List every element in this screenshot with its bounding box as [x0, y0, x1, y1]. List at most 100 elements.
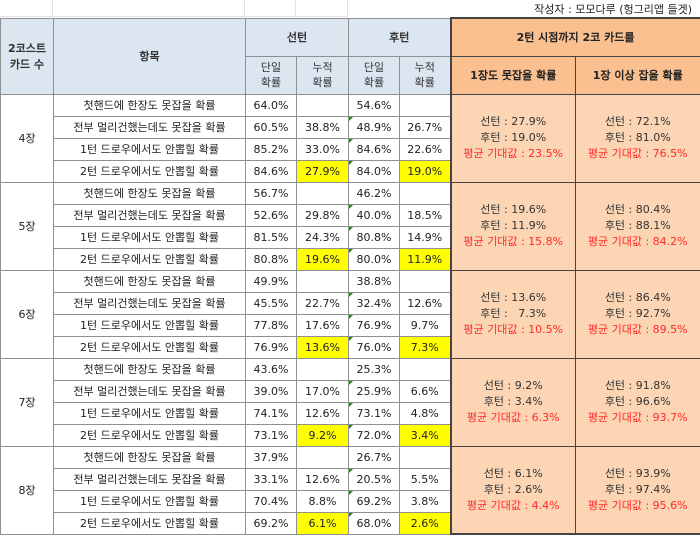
- header-second-turn[interactable]: 후턴: [348, 17, 451, 57]
- grid-cell[interactable]: [245, 0, 296, 17]
- first-cumulative-prob[interactable]: 22.7%: [296, 291, 349, 315]
- summary-get-one[interactable]: 선턴 : 80.4% 후턴 : 88.1% 평균 기대값 : 84.2%: [574, 181, 700, 271]
- second-single-prob[interactable]: 38.8%: [348, 269, 400, 293]
- item-label[interactable]: 2턴 드로우에서도 안뽑힐 확률: [53, 247, 246, 271]
- item-label[interactable]: 전부 멀리건했는데도 못잡을 확률: [53, 379, 246, 403]
- first-single-prob[interactable]: 33.1%: [245, 467, 297, 491]
- first-cumulative-prob[interactable]: 19.6%: [296, 247, 349, 271]
- second-single-prob[interactable]: 25.9%: [348, 379, 400, 403]
- second-single-prob[interactable]: 76.0%: [348, 335, 400, 359]
- header-card-count[interactable]: 2코스트 카드 수: [0, 17, 54, 95]
- second-single-prob[interactable]: 20.5%: [348, 467, 400, 491]
- second-single-prob[interactable]: 84.0%: [348, 159, 400, 183]
- first-single-prob[interactable]: 45.5%: [245, 291, 297, 315]
- second-single-prob[interactable]: 54.6%: [348, 93, 400, 117]
- first-cumulative-prob[interactable]: 12.6%: [296, 467, 349, 491]
- second-single-prob[interactable]: 68.0%: [348, 511, 400, 535]
- second-cumulative-prob[interactable]: 4.8%: [399, 401, 451, 425]
- first-single-prob[interactable]: 60.5%: [245, 115, 297, 139]
- group-card-count[interactable]: 6장: [0, 269, 54, 359]
- second-single-prob[interactable]: 26.7%: [348, 445, 400, 469]
- item-label[interactable]: 1턴 드로우에서도 안뽑힐 확률: [53, 225, 246, 249]
- first-cumulative-prob[interactable]: [296, 357, 349, 381]
- second-single-prob[interactable]: 76.9%: [348, 313, 400, 337]
- first-cumulative-prob[interactable]: 17.0%: [296, 379, 349, 403]
- second-cumulative-prob[interactable]: [399, 445, 451, 469]
- second-single-prob[interactable]: 32.4%: [348, 291, 400, 315]
- first-single-prob[interactable]: 76.9%: [245, 335, 297, 359]
- first-single-prob[interactable]: 69.2%: [245, 511, 297, 535]
- first-single-prob[interactable]: 49.9%: [245, 269, 297, 293]
- first-cumulative-prob[interactable]: [296, 181, 349, 205]
- second-cumulative-prob[interactable]: 19.0%: [399, 159, 451, 183]
- group-card-count[interactable]: 8장: [0, 445, 54, 535]
- item-label[interactable]: 2턴 드로우에서도 안뽑힐 확률: [53, 511, 246, 535]
- second-cumulative-prob[interactable]: [399, 181, 451, 205]
- item-label[interactable]: 전부 멀리건했는데도 못잡을 확률: [53, 467, 246, 491]
- first-cumulative-prob[interactable]: [296, 93, 349, 117]
- second-cumulative-prob[interactable]: 12.6%: [399, 291, 451, 315]
- second-cumulative-prob[interactable]: 26.7%: [399, 115, 451, 139]
- second-single-prob[interactable]: 46.2%: [348, 181, 400, 205]
- summary-miss-all[interactable]: 선턴 : 9.2% 후턴 : 3.4% 평균 기대값 : 6.3%: [449, 357, 576, 447]
- header-first-single[interactable]: 단일 확률: [245, 55, 297, 95]
- first-cumulative-prob[interactable]: 6.1%: [296, 511, 349, 535]
- header-first-turn[interactable]: 선턴: [245, 17, 349, 57]
- header-second-single[interactable]: 단일 확률: [348, 55, 400, 95]
- second-cumulative-prob[interactable]: 22.6%: [399, 137, 451, 161]
- second-cumulative-prob[interactable]: 6.6%: [399, 379, 451, 403]
- grid-cell[interactable]: [0, 0, 53, 17]
- first-cumulative-prob[interactable]: 8.8%: [296, 489, 349, 513]
- summary-miss-all[interactable]: 선턴 : 13.6% 후턴 : 7.3% 평균 기대값 : 10.5%: [449, 269, 576, 359]
- second-cumulative-prob[interactable]: 3.8%: [399, 489, 451, 513]
- item-label[interactable]: 2턴 드로우에서도 안뽑힐 확률: [53, 159, 246, 183]
- first-single-prob[interactable]: 52.6%: [245, 203, 297, 227]
- item-label[interactable]: 첫핸드에 한장도 못잡을 확률: [53, 445, 246, 469]
- item-label[interactable]: 전부 멀리건했는데도 못잡을 확률: [53, 115, 246, 139]
- first-single-prob[interactable]: 77.8%: [245, 313, 297, 337]
- first-single-prob[interactable]: 80.8%: [245, 247, 297, 271]
- first-single-prob[interactable]: 84.6%: [245, 159, 297, 183]
- second-single-prob[interactable]: 40.0%: [348, 203, 400, 227]
- item-label[interactable]: 전부 멀리건했는데도 못잡을 확률: [53, 291, 246, 315]
- first-single-prob[interactable]: 81.5%: [245, 225, 297, 249]
- first-cumulative-prob[interactable]: 29.8%: [296, 203, 349, 227]
- header-summary-title[interactable]: 2턴 시점까지 2코 카드를: [449, 17, 700, 57]
- second-single-prob[interactable]: 84.6%: [348, 137, 400, 161]
- second-cumulative-prob[interactable]: [399, 269, 451, 293]
- first-cumulative-prob[interactable]: [296, 269, 349, 293]
- second-cumulative-prob[interactable]: 3.4%: [399, 423, 451, 447]
- item-label[interactable]: 1턴 드로우에서도 안뽑힐 확률: [53, 313, 246, 337]
- first-single-prob[interactable]: 39.0%: [245, 379, 297, 403]
- first-cumulative-prob[interactable]: 9.2%: [296, 423, 349, 447]
- summary-get-one[interactable]: 선턴 : 91.8% 후턴 : 96.6% 평균 기대값 : 93.7%: [574, 357, 700, 447]
- summary-get-one[interactable]: 선턴 : 86.4% 후턴 : 92.7% 평균 기대값 : 89.5%: [574, 269, 700, 359]
- summary-miss-all[interactable]: 선턴 : 19.6% 후턴 : 11.9% 평균 기대값 : 15.8%: [449, 181, 576, 271]
- second-cumulative-prob[interactable]: 9.7%: [399, 313, 451, 337]
- item-label[interactable]: 1턴 드로우에서도 안뽑힐 확률: [53, 489, 246, 513]
- group-card-count[interactable]: 7장: [0, 357, 54, 447]
- second-single-prob[interactable]: 69.2%: [348, 489, 400, 513]
- first-cumulative-prob[interactable]: 33.0%: [296, 137, 349, 161]
- second-cumulative-prob[interactable]: 2.6%: [399, 511, 451, 535]
- first-single-prob[interactable]: 85.2%: [245, 137, 297, 161]
- second-single-prob[interactable]: 80.0%: [348, 247, 400, 271]
- item-label[interactable]: 2턴 드로우에서도 안뽑힐 확률: [53, 423, 246, 447]
- second-single-prob[interactable]: 48.9%: [348, 115, 400, 139]
- second-single-prob[interactable]: 72.0%: [348, 423, 400, 447]
- second-cumulative-prob[interactable]: 11.9%: [399, 247, 451, 271]
- header-second-cumulative[interactable]: 누적 확률: [399, 55, 451, 95]
- first-single-prob[interactable]: 56.7%: [245, 181, 297, 205]
- summary-get-one[interactable]: 선턴 : 72.1% 후턴 : 81.0% 평균 기대값 : 76.5%: [574, 93, 700, 183]
- item-label[interactable]: 전부 멀리건했는데도 못잡을 확률: [53, 203, 246, 227]
- first-cumulative-prob[interactable]: 12.6%: [296, 401, 349, 425]
- first-single-prob[interactable]: 64.0%: [245, 93, 297, 117]
- second-cumulative-prob[interactable]: [399, 357, 451, 381]
- item-label[interactable]: 첫핸드에 한장도 못잡을 확률: [53, 269, 246, 293]
- first-cumulative-prob[interactable]: 38.8%: [296, 115, 349, 139]
- header-item[interactable]: 항목: [53, 17, 246, 95]
- first-single-prob[interactable]: 43.6%: [245, 357, 297, 381]
- header-miss-all[interactable]: 1장도 못잡을 확률: [449, 55, 576, 95]
- group-card-count[interactable]: 4장: [0, 93, 54, 183]
- item-label[interactable]: 첫핸드에 한장도 못잡을 확률: [53, 93, 246, 117]
